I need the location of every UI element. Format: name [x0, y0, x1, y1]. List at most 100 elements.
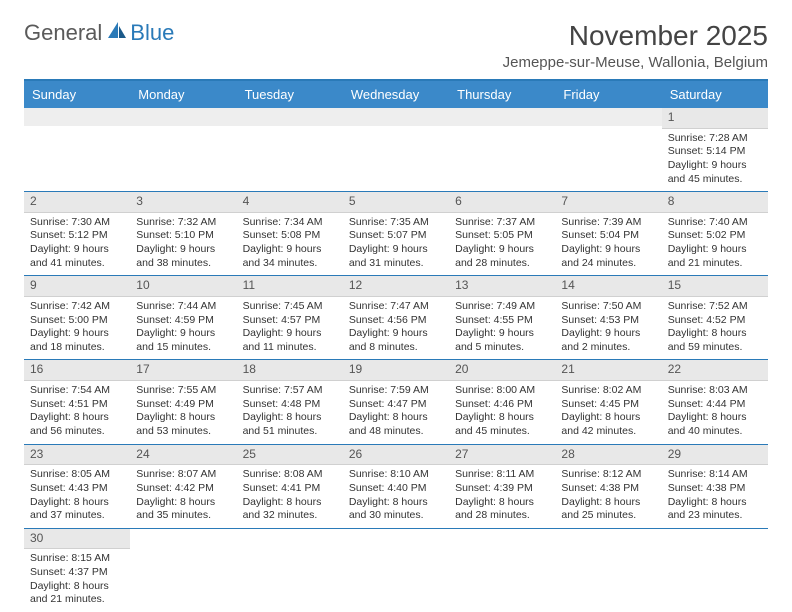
sunrise-text: Sunrise: 8:14 AM [668, 468, 762, 482]
sunset-text: Sunset: 4:39 PM [455, 482, 549, 496]
day-number: 7 [555, 192, 661, 213]
day-header: Thursday [449, 81, 555, 108]
day-number: 19 [343, 360, 449, 381]
sunrise-text: Sunrise: 7:59 AM [349, 384, 443, 398]
daylight-line2: and 8 minutes. [349, 341, 443, 355]
day-cell: 5Sunrise: 7:35 AMSunset: 5:07 PMDaylight… [343, 192, 449, 275]
logo: General Blue [24, 20, 174, 46]
day-body: Sunrise: 8:03 AMSunset: 4:44 PMDaylight:… [662, 381, 768, 444]
day-number: 25 [237, 445, 343, 466]
day-body: Sunrise: 7:49 AMSunset: 4:55 PMDaylight:… [449, 297, 555, 360]
sunrise-text: Sunrise: 8:08 AM [243, 468, 337, 482]
empty-day-cell [237, 108, 343, 191]
daylight-line2: and 35 minutes. [136, 509, 230, 523]
day-number: 18 [237, 360, 343, 381]
daylight-line2: and 25 minutes. [561, 509, 655, 523]
day-number: 28 [555, 445, 661, 466]
daylight-line2: and 45 minutes. [668, 173, 762, 187]
daylight-line2: and 42 minutes. [561, 425, 655, 439]
day-number: 2 [24, 192, 130, 213]
week-row: 1Sunrise: 7:28 AMSunset: 5:14 PMDaylight… [24, 108, 768, 192]
empty-daynum-bar [343, 108, 449, 126]
day-number: 14 [555, 276, 661, 297]
day-body: Sunrise: 8:12 AMSunset: 4:38 PMDaylight:… [555, 465, 661, 528]
daylight-line2: and 31 minutes. [349, 257, 443, 271]
day-number: 22 [662, 360, 768, 381]
day-cell: 22Sunrise: 8:03 AMSunset: 4:44 PMDayligh… [662, 360, 768, 443]
day-number: 27 [449, 445, 555, 466]
daylight-line1: Daylight: 9 hours [561, 243, 655, 257]
daylight-line2: and 34 minutes. [243, 257, 337, 271]
day-body: Sunrise: 7:52 AMSunset: 4:52 PMDaylight:… [662, 297, 768, 360]
day-cell: 12Sunrise: 7:47 AMSunset: 4:56 PMDayligh… [343, 276, 449, 359]
daylight-line1: Daylight: 8 hours [243, 496, 337, 510]
day-body: Sunrise: 7:40 AMSunset: 5:02 PMDaylight:… [662, 213, 768, 276]
day-body: Sunrise: 8:11 AMSunset: 4:39 PMDaylight:… [449, 465, 555, 528]
day-body: Sunrise: 8:05 AMSunset: 4:43 PMDaylight:… [24, 465, 130, 528]
sunset-text: Sunset: 5:10 PM [136, 229, 230, 243]
day-cell: 6Sunrise: 7:37 AMSunset: 5:05 PMDaylight… [449, 192, 555, 275]
day-cell: 9Sunrise: 7:42 AMSunset: 5:00 PMDaylight… [24, 276, 130, 359]
week-row: 23Sunrise: 8:05 AMSunset: 4:43 PMDayligh… [24, 445, 768, 529]
day-body: Sunrise: 7:59 AMSunset: 4:47 PMDaylight:… [343, 381, 449, 444]
sunrise-text: Sunrise: 8:05 AM [30, 468, 124, 482]
page-title: November 2025 [503, 20, 768, 52]
day-number: 11 [237, 276, 343, 297]
day-body: Sunrise: 7:44 AMSunset: 4:59 PMDaylight:… [130, 297, 236, 360]
sunset-text: Sunset: 4:56 PM [349, 314, 443, 328]
sunrise-text: Sunrise: 7:42 AM [30, 300, 124, 314]
sunrise-text: Sunrise: 7:44 AM [136, 300, 230, 314]
day-body: Sunrise: 8:07 AMSunset: 4:42 PMDaylight:… [130, 465, 236, 528]
sunset-text: Sunset: 4:55 PM [455, 314, 549, 328]
daylight-line1: Daylight: 9 hours [668, 243, 762, 257]
sunset-text: Sunset: 4:46 PM [455, 398, 549, 412]
daylight-line1: Daylight: 8 hours [349, 411, 443, 425]
daylight-line2: and 48 minutes. [349, 425, 443, 439]
sunset-text: Sunset: 4:49 PM [136, 398, 230, 412]
sunrise-text: Sunrise: 8:03 AM [668, 384, 762, 398]
daylight-line1: Daylight: 8 hours [30, 580, 124, 594]
empty-daynum-bar [237, 108, 343, 126]
daylight-line1: Daylight: 9 hours [455, 243, 549, 257]
day-header: Tuesday [237, 81, 343, 108]
sunset-text: Sunset: 4:41 PM [243, 482, 337, 496]
day-body: Sunrise: 7:54 AMSunset: 4:51 PMDaylight:… [24, 381, 130, 444]
daylight-line2: and 40 minutes. [668, 425, 762, 439]
day-cell: 14Sunrise: 7:50 AMSunset: 4:53 PMDayligh… [555, 276, 661, 359]
sunrise-text: Sunrise: 7:32 AM [136, 216, 230, 230]
day-number: 21 [555, 360, 661, 381]
daylight-line1: Daylight: 9 hours [30, 327, 124, 341]
sunrise-text: Sunrise: 7:54 AM [30, 384, 124, 398]
sunset-text: Sunset: 4:51 PM [30, 398, 124, 412]
sunrise-text: Sunrise: 8:11 AM [455, 468, 549, 482]
sunset-text: Sunset: 4:47 PM [349, 398, 443, 412]
empty-day-cell [237, 529, 343, 612]
day-cell: 30Sunrise: 8:15 AMSunset: 4:37 PMDayligh… [24, 529, 130, 612]
day-cell: 26Sunrise: 8:10 AMSunset: 4:40 PMDayligh… [343, 445, 449, 528]
daylight-line2: and 41 minutes. [30, 257, 124, 271]
day-cell: 23Sunrise: 8:05 AMSunset: 4:43 PMDayligh… [24, 445, 130, 528]
daylight-line2: and 30 minutes. [349, 509, 443, 523]
daylight-line2: and 21 minutes. [668, 257, 762, 271]
day-cell: 19Sunrise: 7:59 AMSunset: 4:47 PMDayligh… [343, 360, 449, 443]
sunrise-text: Sunrise: 7:39 AM [561, 216, 655, 230]
daylight-line2: and 21 minutes. [30, 593, 124, 607]
empty-day-cell [343, 529, 449, 612]
day-cell: 28Sunrise: 8:12 AMSunset: 4:38 PMDayligh… [555, 445, 661, 528]
sunset-text: Sunset: 4:48 PM [243, 398, 337, 412]
daylight-line1: Daylight: 9 hours [455, 327, 549, 341]
daylight-line1: Daylight: 8 hours [243, 411, 337, 425]
day-number: 20 [449, 360, 555, 381]
sunset-text: Sunset: 5:08 PM [243, 229, 337, 243]
day-cell: 29Sunrise: 8:14 AMSunset: 4:38 PMDayligh… [662, 445, 768, 528]
day-body: Sunrise: 7:45 AMSunset: 4:57 PMDaylight:… [237, 297, 343, 360]
sunrise-text: Sunrise: 7:34 AM [243, 216, 337, 230]
sunrise-text: Sunrise: 7:35 AM [349, 216, 443, 230]
empty-day-cell [343, 108, 449, 191]
sunset-text: Sunset: 4:53 PM [561, 314, 655, 328]
day-body: Sunrise: 7:35 AMSunset: 5:07 PMDaylight:… [343, 213, 449, 276]
day-cell: 2Sunrise: 7:30 AMSunset: 5:12 PMDaylight… [24, 192, 130, 275]
day-number: 23 [24, 445, 130, 466]
header: General Blue November 2025 Jemeppe-sur-M… [24, 20, 768, 71]
daylight-line1: Daylight: 8 hours [30, 411, 124, 425]
